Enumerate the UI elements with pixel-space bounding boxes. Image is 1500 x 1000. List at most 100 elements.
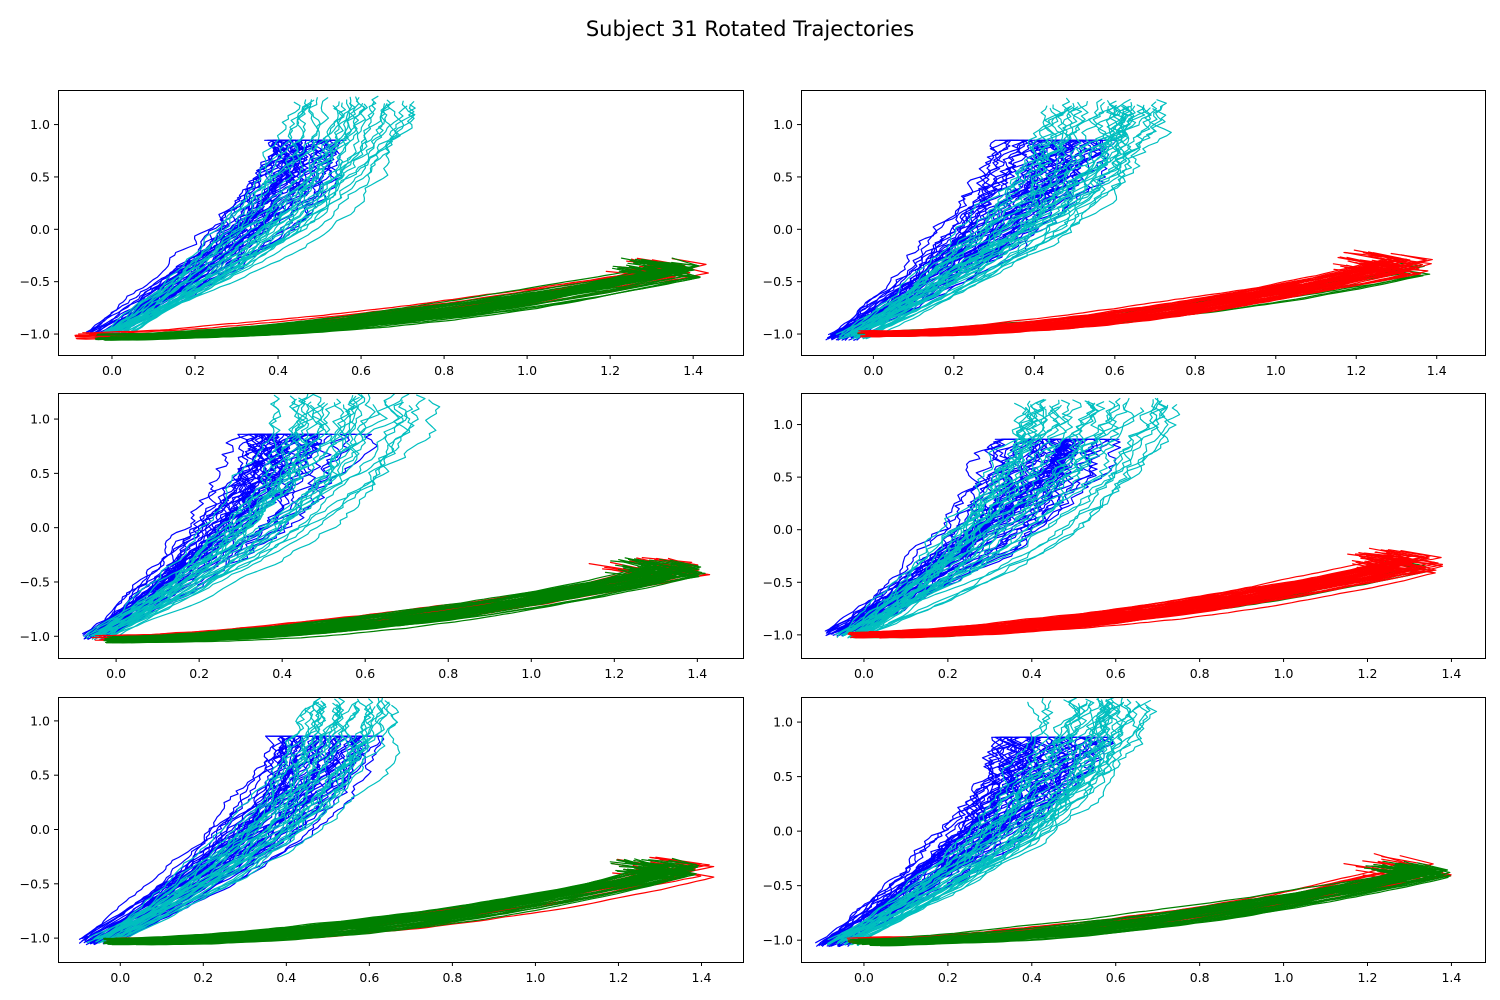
y-tick-label: −0.5	[763, 878, 793, 893]
trajectory-lines	[824, 397, 1444, 639]
y-tick-label: 1.0	[30, 713, 50, 728]
axes-frame	[58, 393, 744, 659]
x-tick-label: 0.0	[106, 666, 126, 681]
trajectory-green	[97, 270, 663, 335]
x-tick-label: 0.2	[185, 363, 205, 378]
x-tick-label: 0.2	[938, 666, 958, 681]
trajectory-blue	[86, 735, 296, 939]
x-tick-label: 1.2	[600, 363, 620, 378]
trajectory-cyan	[850, 402, 1135, 639]
trajectory-lines	[74, 95, 709, 341]
trajectory-cyan	[115, 393, 376, 638]
y-tick-label: 0.5	[773, 769, 793, 784]
x-tick-label: 1.2	[604, 666, 624, 681]
y-tick-label: 0.0	[30, 520, 50, 535]
trajectory-cyan	[97, 398, 301, 634]
trajectory-cyan	[94, 394, 366, 635]
trajectory-cyan	[116, 698, 375, 941]
x-tick-label: 0.4	[1022, 666, 1042, 681]
trajectory-red	[877, 254, 1400, 332]
trajectory-cyan	[826, 700, 1052, 945]
trajectory-red	[860, 251, 1393, 333]
x-tick-label: 0.4	[1022, 970, 1042, 985]
trajectory-cyan	[862, 105, 1136, 334]
x-tick-label: 1.0	[525, 970, 545, 985]
trajectory-green	[130, 566, 698, 644]
x-tick-label: 0.8	[1190, 970, 1210, 985]
x-tick-label: 1.0	[517, 363, 537, 378]
trajectory-blue	[847, 736, 1011, 947]
axes-frame	[58, 90, 744, 356]
x-tick-label: 0.0	[110, 970, 130, 985]
trajectory-cyan	[841, 107, 1151, 340]
trajectory-cyan	[856, 104, 1152, 336]
trajectory-red	[871, 566, 1434, 638]
trajectory-blue	[80, 735, 358, 940]
y-tick-label: 1.0	[30, 117, 50, 132]
trajectory-blue	[84, 735, 291, 940]
series-cyan	[834, 397, 1181, 639]
trajectory-green	[103, 869, 663, 943]
series-green	[847, 860, 1451, 947]
series-cyan	[83, 393, 441, 641]
trajectory-cyan	[834, 399, 1166, 636]
trajectory-cyan	[869, 100, 1088, 338]
trajectory-red	[852, 549, 1428, 638]
x-tick-label: 0.8	[438, 666, 458, 681]
trajectory-cyan	[105, 707, 342, 939]
trajectory-green	[865, 866, 1412, 941]
trajectory-blue	[89, 139, 300, 334]
y-tick-label: −0.5	[763, 274, 793, 289]
trajectory-cyan	[85, 404, 351, 639]
series-green	[103, 857, 700, 946]
trajectory-green	[114, 564, 699, 639]
series-blue	[815, 736, 1115, 948]
trajectory-cyan	[101, 394, 325, 640]
trajectory-cyan	[846, 704, 1149, 941]
x-tick-label: 1.4	[692, 970, 712, 985]
trajectory-cyan	[107, 393, 325, 635]
y-tick-label: −1.0	[20, 629, 50, 644]
y-tick-label: 1.0	[773, 715, 793, 730]
trajectory-cyan	[861, 104, 1129, 335]
trajectory-cyan	[848, 399, 1082, 638]
y-tick-label: −0.5	[20, 274, 50, 289]
x-tick-label: 0.6	[1106, 970, 1126, 985]
trajectory-cyan	[107, 703, 323, 943]
trajectory-cyan	[118, 96, 360, 335]
trajectory-blue	[89, 433, 253, 638]
series-blue	[82, 433, 379, 641]
trajectory-red	[864, 252, 1433, 335]
trajectory-lines	[825, 97, 1433, 341]
x-tick-label: 1.4	[683, 363, 703, 378]
trajectory-cyan	[855, 104, 1117, 340]
x-tick-label: 1.0	[1266, 363, 1286, 378]
y-tick-label: −1.0	[763, 627, 793, 642]
trajectory-blue	[104, 139, 297, 335]
y-tick-label: 0.0	[773, 824, 793, 839]
trajectory-green	[870, 870, 1415, 946]
series-cyan	[94, 95, 416, 340]
x-tick-label: 1.4	[1441, 666, 1461, 681]
y-tick-label: −1.0	[763, 327, 793, 342]
x-tick-label: 0.8	[442, 970, 462, 985]
trajectory-cyan	[118, 697, 345, 939]
trajectory-lines	[82, 393, 711, 644]
y-tick-label: −1.0	[763, 933, 793, 948]
trajectory-blue	[78, 735, 297, 940]
trajectory-cyan	[826, 700, 1088, 945]
y-tick-label: 0.0	[30, 822, 50, 837]
x-tick-label: 0.2	[189, 666, 209, 681]
trajectory-cyan	[116, 97, 320, 339]
x-tick-label: 0.0	[863, 363, 883, 378]
trajectory-cyan	[850, 407, 1145, 636]
y-tick-label: −1.0	[20, 931, 50, 946]
trajectory-lines	[815, 697, 1452, 948]
trajectory-cyan	[102, 99, 392, 339]
x-tick-label: 1.4	[1427, 363, 1447, 378]
series-cyan	[826, 697, 1158, 947]
trajectory-red	[862, 556, 1403, 636]
trajectory-cyan	[848, 704, 1111, 946]
x-tick-label: 0.4	[272, 666, 292, 681]
